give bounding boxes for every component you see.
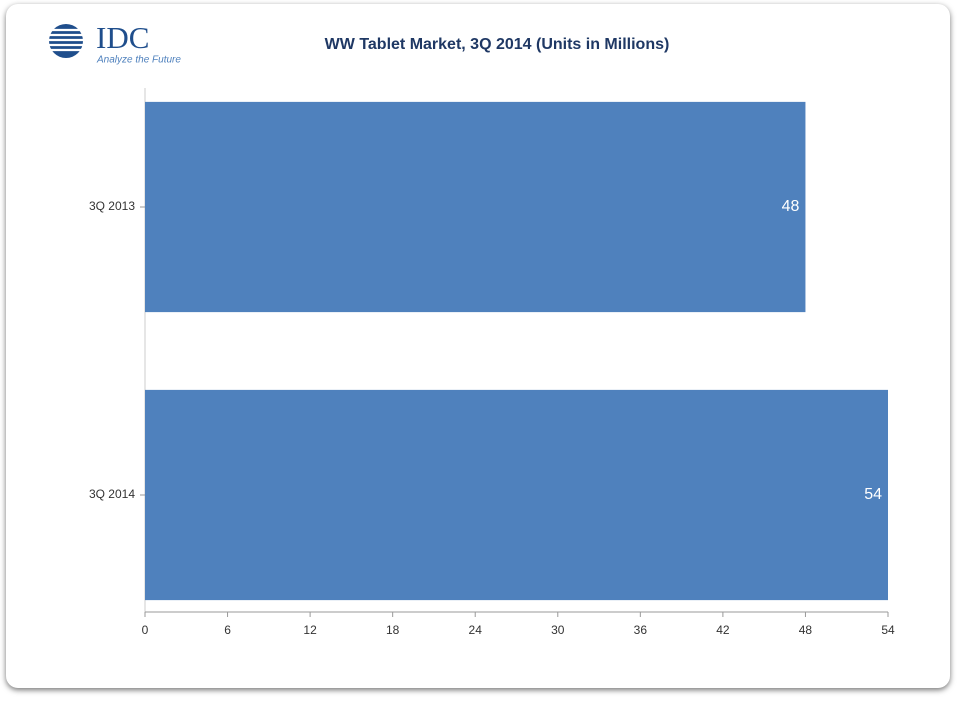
x-tick-label: 18 bbox=[386, 623, 400, 637]
y-tick-label: 3Q 2013 bbox=[89, 199, 135, 213]
x-tick-label: 54 bbox=[881, 623, 895, 637]
logo-text: IDC bbox=[96, 20, 149, 55]
x-tick-label: 30 bbox=[551, 623, 565, 637]
x-tick-label: 6 bbox=[224, 623, 231, 637]
bar bbox=[145, 101, 806, 313]
x-tick-label: 12 bbox=[303, 623, 317, 637]
logo-tagline: Analyze the Future bbox=[96, 55, 181, 66]
x-tick-label: 42 bbox=[716, 623, 730, 637]
y-tick-label: 3Q 2014 bbox=[89, 487, 135, 501]
logo-globe bbox=[46, 24, 86, 58]
x-tick-label: 48 bbox=[799, 623, 813, 637]
chart-title: WW Tablet Market, 3Q 2014 (Units in Mill… bbox=[325, 36, 670, 53]
data-label: 48 bbox=[782, 198, 800, 215]
x-tick-label: 24 bbox=[469, 623, 483, 637]
x-tick-label: 0 bbox=[142, 623, 149, 637]
data-label: 54 bbox=[864, 486, 882, 503]
x-tick-label: 36 bbox=[634, 623, 648, 637]
bar bbox=[145, 389, 888, 601]
